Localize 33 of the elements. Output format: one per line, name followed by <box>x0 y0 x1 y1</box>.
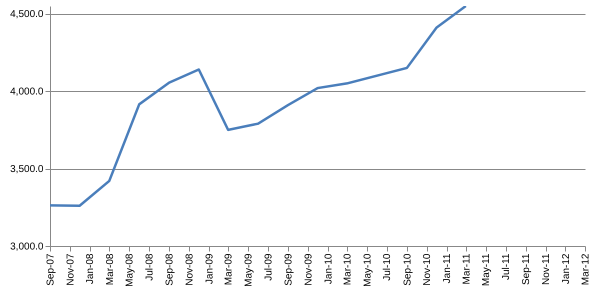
y-tick-label: 4,500.0 <box>10 9 44 20</box>
x-tick-label: Jan-10 <box>323 253 334 284</box>
x-tick-label: Nov-11 <box>541 253 552 285</box>
x-tick-label: Jan-11 <box>442 253 454 284</box>
x-tick-label: Nov-07 <box>65 253 76 286</box>
line-series <box>50 6 468 207</box>
y-tick-label: 3,500.0 <box>10 164 44 176</box>
x-tick-label: Jan-12 <box>560 253 572 284</box>
x-tick-label: Mar-12 <box>580 253 592 286</box>
x-tick-label: Sep-09 <box>284 253 295 286</box>
x-tick-label: May-09 <box>243 253 254 287</box>
x-tick-label: Jul-10 <box>382 253 394 281</box>
x-tick-label: Nov-09 <box>303 253 314 286</box>
x-tick-label: Sep-11 <box>521 253 532 286</box>
x-tick-label: May-10 <box>362 253 374 287</box>
x-tick-label: May-08 <box>124 253 136 287</box>
x-tick-label: Jul-09 <box>263 253 274 281</box>
x-tick-label: Mar-09 <box>224 253 235 286</box>
x-tick-label: Sep-10 <box>402 253 414 286</box>
x-tick-label: May-11 <box>481 253 492 286</box>
x-tick-label: Mar-11 <box>461 253 472 284</box>
x-tick-label: Sep-08 <box>164 253 176 286</box>
x-tick-label: Jan-09 <box>204 253 216 284</box>
x-tick-label: Jul-08 <box>144 253 156 281</box>
x-tick-label: Nov-10 <box>422 253 434 286</box>
x-tick-label: Mar-10 <box>342 253 354 286</box>
x-tick-label: Nov-08 <box>184 253 196 286</box>
x-tick-label: Mar-08 <box>104 253 116 286</box>
x-tick-label: Jul-11 <box>501 253 512 280</box>
x-tick-label: Sep-07 <box>46 253 56 286</box>
y-tick-label: 4,000.0 <box>10 86 44 98</box>
y-tick-label: 3,000.0 <box>10 242 44 252</box>
x-tick-label: Jan-08 <box>85 253 96 284</box>
